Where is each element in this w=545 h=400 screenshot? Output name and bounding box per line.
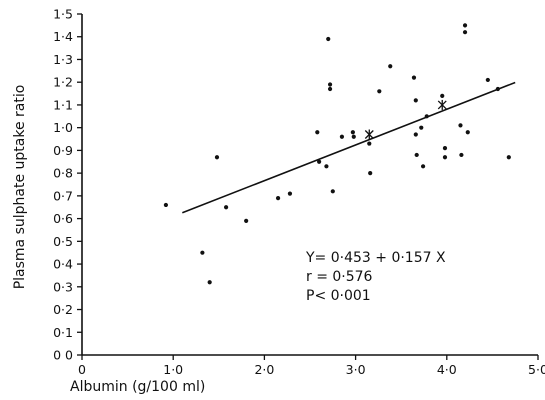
y-axis-title: Plasma sulphate uptake ratio xyxy=(12,85,28,290)
data-point xyxy=(420,164,426,169)
data-point xyxy=(377,89,382,94)
regression-line xyxy=(182,81,516,214)
data-point xyxy=(163,202,169,208)
data-point xyxy=(327,86,333,92)
p-value: P< 0·001 xyxy=(306,288,371,304)
data-point xyxy=(287,191,293,196)
data-point xyxy=(495,86,500,92)
data-point xyxy=(327,82,333,87)
data-point xyxy=(368,171,373,176)
data-point xyxy=(424,114,429,119)
y-tick-label: 1·1 xyxy=(53,97,73,112)
data-point xyxy=(440,93,445,98)
x-tick-label: 4·0 xyxy=(437,362,457,377)
regression-equation: Y= 0·453 + 0·157 X xyxy=(305,250,446,266)
data-point xyxy=(223,205,229,210)
data-point xyxy=(317,159,322,164)
data-point xyxy=(485,77,490,83)
data-point xyxy=(411,75,417,80)
data-point xyxy=(330,189,335,194)
y-tick-label: 1·0 xyxy=(53,120,73,135)
data-point xyxy=(459,152,464,158)
data-point xyxy=(465,130,470,135)
data-point xyxy=(326,36,331,42)
data-point xyxy=(324,164,329,169)
data-points xyxy=(163,23,511,285)
x-tick-label: 5·0 xyxy=(528,362,545,377)
data-point xyxy=(413,98,418,103)
data-point xyxy=(506,155,511,160)
y-tick-label: 0·2 xyxy=(53,302,73,317)
y-tick-label: 1·2 xyxy=(53,75,73,90)
data-point xyxy=(315,130,320,135)
data-point xyxy=(367,141,372,146)
y-tick-label: 0·3 xyxy=(53,279,73,294)
y-tick-label: 0·4 xyxy=(53,257,73,272)
correlation-coefficient: r = 0·576 xyxy=(306,269,373,285)
data-point xyxy=(414,152,419,158)
y-tick-label: 0·7 xyxy=(53,188,73,203)
mean-marker xyxy=(437,99,447,110)
data-point xyxy=(462,30,468,35)
data-point xyxy=(462,23,468,28)
data-point xyxy=(351,134,356,139)
data-point xyxy=(244,218,249,223)
data-point xyxy=(419,125,424,130)
data-point xyxy=(214,155,220,160)
data-point xyxy=(388,64,393,69)
data-point xyxy=(350,130,355,135)
mean-markers xyxy=(364,99,447,140)
y-tick-label: 0·5 xyxy=(53,234,73,249)
y-tick-label: 0·1 xyxy=(53,325,73,340)
y-axis-ticks: 0 0 0·1 0·2 0·3 0·4 0·5 0·6 0·7 0·8 0·9 1·0 1·1 1·2 1… xyxy=(53,7,82,363)
y-tick-label: 1·3 xyxy=(53,52,73,67)
x-tick-label: 3·0 xyxy=(346,362,366,377)
mean-marker xyxy=(364,129,374,140)
x-tick-label: 2·0 xyxy=(254,362,274,377)
x-axis-title: Albumin (g/100 ml) xyxy=(70,379,205,395)
x-tick-label: 0 xyxy=(78,362,86,377)
data-point xyxy=(339,134,345,139)
data-point xyxy=(442,155,448,160)
x-tick-label: 1·0 xyxy=(163,362,183,377)
y-tick-label: 0·8 xyxy=(53,166,73,181)
y-tick-label: 0 0 xyxy=(53,348,73,363)
y-tick-label: 0·9 xyxy=(53,143,73,158)
data-point xyxy=(413,132,418,137)
y-tick-label: 1·4 xyxy=(53,29,73,44)
data-point xyxy=(275,196,281,201)
data-point xyxy=(458,123,463,128)
y-tick-label: 1·5 xyxy=(53,7,73,22)
x-axis-ticks: 0 1·0 2·0 3·0 4·0 5·0 xyxy=(78,355,545,377)
data-point xyxy=(207,280,212,285)
y-tick-label: 0·6 xyxy=(53,211,73,226)
data-point xyxy=(442,146,448,151)
data-point xyxy=(200,250,205,255)
